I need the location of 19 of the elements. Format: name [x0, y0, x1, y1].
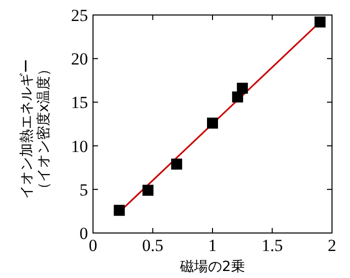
point [207, 118, 218, 129]
x-axis-title: 磁場の2乗 [179, 259, 245, 275]
y-tick-label: 25 [71, 6, 88, 25]
point [114, 204, 125, 216]
x-tick-label: 1.5 [262, 236, 283, 255]
x-tick-label: 1 [208, 236, 217, 255]
point [171, 158, 182, 170]
y-tick-label: 5 [80, 180, 88, 200]
point [314, 16, 326, 28]
y-tick-label: 0 [80, 224, 88, 243]
x-tick-label: 2 [328, 236, 336, 255]
point [236, 82, 248, 94]
y-tick-label: 20 [71, 50, 88, 69]
point [142, 184, 154, 196]
x-tick-label: 0.5 [142, 236, 164, 255]
point [232, 91, 244, 102]
y-tick-label: 10 [71, 136, 88, 156]
y-tick-label: 15 [71, 93, 88, 112]
y-axis-title: イオン加熱エネルギー（イオン密度x温度） [19, 59, 52, 199]
